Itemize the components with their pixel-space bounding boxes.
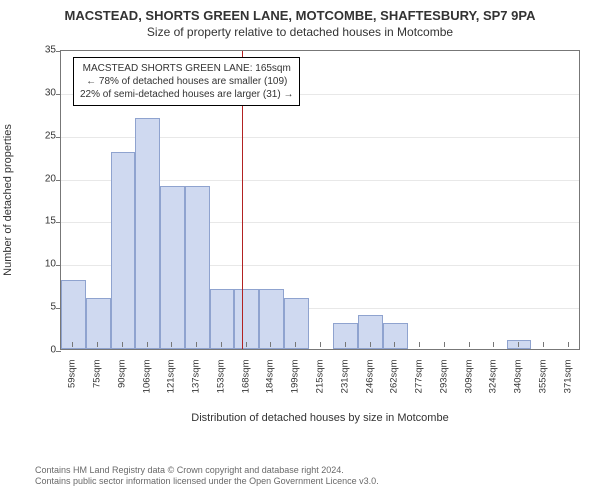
x-tick-mark <box>469 342 470 347</box>
info-box-line: ← 78% of detached houses are smaller (10… <box>80 75 293 88</box>
y-tick-mark <box>56 265 61 266</box>
x-tick-mark <box>568 342 569 347</box>
y-tick-label: 20 <box>20 173 56 184</box>
x-tick-label: 199sqm <box>290 360 301 410</box>
x-tick-label: 137sqm <box>191 360 202 410</box>
x-tick-mark <box>320 342 321 347</box>
histogram-bar <box>358 315 383 349</box>
x-tick-mark <box>444 342 445 347</box>
x-tick-mark <box>171 342 172 347</box>
x-tick-mark <box>72 342 73 347</box>
info-box-line: 22% of semi-detached houses are larger (… <box>80 88 293 101</box>
x-tick-mark <box>221 342 222 347</box>
y-tick-mark <box>56 351 61 352</box>
histogram-bar <box>333 323 358 349</box>
histogram-bar <box>234 289 259 349</box>
x-tick-mark <box>196 342 197 347</box>
y-tick-label: 30 <box>20 87 56 98</box>
x-tick-mark <box>270 342 271 347</box>
x-tick-label: 309sqm <box>463 360 474 410</box>
y-tick-label: 5 <box>20 302 56 313</box>
x-tick-label: 355sqm <box>537 360 548 410</box>
chart-container: Number of detached properties MACSTEAD S… <box>0 42 600 432</box>
property-info-box: MACSTEAD SHORTS GREEN LANE: 165sqm← 78% … <box>73 57 300 106</box>
y-tick-label: 25 <box>20 130 56 141</box>
x-tick-mark <box>345 342 346 347</box>
x-tick-label: 215sqm <box>315 360 326 410</box>
footer-line-2: Contains public sector information licen… <box>35 476 595 487</box>
histogram-bar <box>111 152 136 349</box>
y-tick-label: 15 <box>20 216 56 227</box>
x-tick-label: 59sqm <box>67 360 78 410</box>
x-tick-label: 184sqm <box>265 360 276 410</box>
x-tick-mark <box>147 342 148 347</box>
x-tick-label: 90sqm <box>116 360 127 410</box>
histogram-bar <box>185 186 210 349</box>
y-tick-mark <box>56 51 61 52</box>
y-tick-label: 35 <box>20 45 56 56</box>
x-tick-mark <box>295 342 296 347</box>
x-tick-mark <box>97 342 98 347</box>
y-tick-mark <box>56 137 61 138</box>
y-tick-mark <box>56 222 61 223</box>
x-tick-label: 246sqm <box>364 360 375 410</box>
footer-line-1: Contains HM Land Registry data © Crown c… <box>35 465 595 476</box>
x-tick-label: 75sqm <box>92 360 103 410</box>
histogram-bar <box>259 289 284 349</box>
x-tick-mark <box>543 342 544 347</box>
y-axis-label: Number of detached properties <box>2 124 14 276</box>
x-tick-label: 262sqm <box>389 360 400 410</box>
x-tick-label: 153sqm <box>215 360 226 410</box>
y-tick-label: 10 <box>20 259 56 270</box>
x-tick-mark <box>394 342 395 347</box>
chart-title: MACSTEAD, SHORTS GREEN LANE, MOTCOMBE, S… <box>0 0 600 23</box>
x-tick-mark <box>493 342 494 347</box>
x-tick-label: 168sqm <box>240 360 251 410</box>
y-tick-mark <box>56 180 61 181</box>
x-tick-label: 324sqm <box>488 360 499 410</box>
x-tick-label: 340sqm <box>513 360 524 410</box>
x-tick-label: 106sqm <box>141 360 152 410</box>
plot-area: MACSTEAD SHORTS GREEN LANE: 165sqm← 78% … <box>60 50 580 350</box>
x-tick-mark <box>122 342 123 347</box>
x-tick-mark <box>246 342 247 347</box>
histogram-bar <box>135 118 160 349</box>
x-tick-mark <box>419 342 420 347</box>
histogram-bar <box>210 289 235 349</box>
footer-attribution: Contains HM Land Registry data © Crown c… <box>35 465 595 488</box>
y-tick-label: 0 <box>20 345 56 356</box>
x-tick-label: 293sqm <box>438 360 449 410</box>
x-tick-label: 231sqm <box>339 360 350 410</box>
y-tick-mark <box>56 94 61 95</box>
x-tick-mark <box>518 342 519 347</box>
x-axis-label: Distribution of detached houses by size … <box>60 412 580 424</box>
x-tick-label: 277sqm <box>414 360 425 410</box>
x-tick-label: 371sqm <box>562 360 573 410</box>
chart-subtitle: Size of property relative to detached ho… <box>0 23 600 43</box>
x-tick-mark <box>370 342 371 347</box>
histogram-bar <box>160 186 185 349</box>
histogram-bar <box>61 280 86 349</box>
info-box-line: MACSTEAD SHORTS GREEN LANE: 165sqm <box>80 62 293 75</box>
x-tick-label: 121sqm <box>166 360 177 410</box>
